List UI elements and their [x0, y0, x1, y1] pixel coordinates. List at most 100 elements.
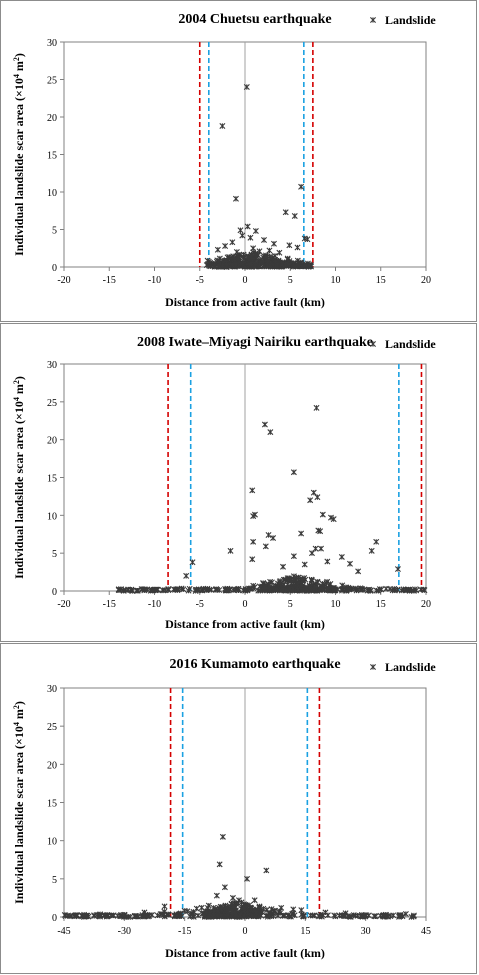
point — [297, 259, 304, 266]
y-axis-label-part: 2 — [12, 705, 21, 709]
y-axis-label-part: Individual landslide scar area (×10 — [12, 401, 26, 579]
point — [222, 904, 229, 910]
point — [115, 587, 122, 594]
point — [158, 911, 165, 918]
point — [276, 579, 283, 586]
point — [308, 550, 315, 557]
point — [237, 227, 244, 234]
point — [218, 912, 225, 919]
x-tick-label: 0 — [243, 926, 248, 937]
point — [154, 586, 161, 593]
point — [247, 234, 254, 241]
point — [206, 910, 213, 917]
point — [237, 260, 244, 267]
legend: Landslide — [370, 660, 436, 674]
y-tick-label: 30 — [47, 360, 57, 371]
point — [291, 213, 298, 219]
x-tick-label: -15 — [103, 275, 116, 286]
y-tick-label: 25 — [47, 76, 57, 87]
point — [248, 585, 255, 592]
point — [221, 884, 228, 891]
point — [250, 513, 257, 520]
point — [128, 586, 135, 593]
point — [318, 545, 325, 552]
point — [225, 908, 232, 915]
y-tick-label: 20 — [47, 113, 57, 124]
point — [290, 906, 297, 913]
x-tick-label: 5 — [288, 599, 293, 610]
point — [311, 912, 318, 919]
x-tick-label: 45 — [421, 926, 431, 937]
point — [267, 429, 274, 436]
point — [342, 910, 349, 917]
point — [332, 913, 339, 920]
point — [258, 259, 265, 266]
x-tick-label: -15 — [103, 599, 116, 610]
point — [237, 912, 244, 919]
point — [298, 183, 305, 190]
point — [262, 543, 269, 550]
chart-title: 2016 Kumamoto earthquake — [169, 657, 340, 672]
point — [223, 262, 230, 269]
point — [375, 587, 382, 594]
chart-title: 2004 Chuetsu earthquake — [178, 12, 331, 27]
point — [345, 584, 352, 591]
point — [229, 239, 236, 246]
point — [270, 535, 277, 542]
chart-panel-chuetsu: 2004 Chuetsu earthquake Landslide 0 5 10 15 20… — [0, 0, 477, 322]
point — [134, 587, 141, 594]
chart-svg-chuetsu: 2004 Chuetsu earthquake Landslide05101520… — [12, 12, 437, 309]
point — [288, 580, 295, 587]
point — [378, 586, 385, 593]
point — [324, 558, 331, 565]
point — [261, 586, 268, 593]
x-axis-label: Distance from active fault (km) — [165, 295, 325, 309]
x-tick-label: -20 — [57, 275, 70, 286]
point — [243, 84, 250, 90]
point — [189, 910, 196, 917]
point — [372, 913, 379, 920]
point — [396, 913, 403, 920]
y-tick-label: 20 — [47, 436, 57, 447]
point — [244, 253, 251, 260]
point — [198, 587, 205, 594]
y-axis-label: Individual landslide scar area (×104 m2) — [12, 376, 27, 579]
point — [373, 538, 380, 545]
legend: Landslide — [370, 13, 436, 27]
y-tick-label: 25 — [47, 722, 57, 733]
point — [213, 586, 220, 593]
point — [171, 912, 178, 919]
point — [183, 572, 190, 579]
point — [338, 553, 345, 560]
point — [306, 582, 313, 589]
y-axis-label-part: Individual landslide scar area (×10 — [12, 726, 26, 904]
point — [349, 586, 356, 593]
point — [232, 911, 239, 918]
x-tick-label: 10 — [331, 599, 341, 610]
y-tick-label: 20 — [47, 760, 57, 771]
point — [266, 247, 273, 254]
y-axis-label-part: m — [12, 61, 26, 74]
point — [248, 260, 255, 267]
point — [362, 913, 369, 920]
y-axis-label-part: m — [12, 709, 26, 722]
point — [214, 246, 221, 253]
y-tick-label: 0 — [52, 263, 57, 274]
point — [235, 897, 242, 904]
point — [346, 560, 353, 567]
point — [270, 240, 277, 247]
x-tick-label: -5 — [196, 275, 204, 286]
point — [91, 912, 98, 919]
point — [231, 256, 238, 263]
y-tick-label: 25 — [47, 398, 57, 409]
point — [301, 561, 308, 568]
point — [339, 582, 346, 589]
point — [211, 262, 218, 269]
point — [286, 242, 293, 249]
point — [304, 236, 311, 243]
point — [265, 532, 272, 538]
point — [205, 902, 212, 909]
point — [148, 587, 155, 594]
point — [249, 487, 256, 494]
point — [275, 912, 281, 919]
